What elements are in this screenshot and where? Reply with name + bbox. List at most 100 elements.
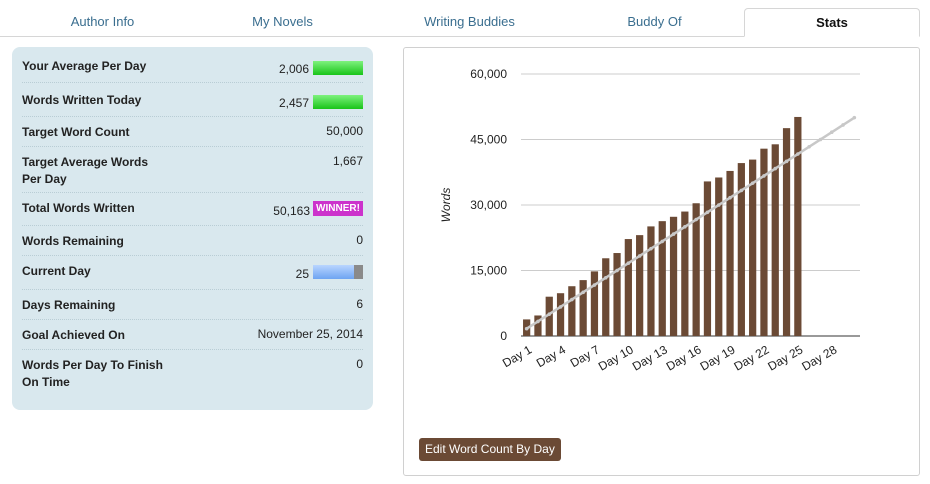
chart-bar	[602, 258, 610, 336]
target-point	[570, 297, 574, 302]
chart-panel: 0 15,000 30,000 45,000 60,000 Day 1 Day 4 Day 7…	[403, 47, 920, 476]
chart-bar	[692, 203, 700, 336]
stat-label: Total Words Written	[22, 201, 135, 215]
x-tick-label: Day 10	[596, 342, 636, 373]
stats-panel: Your Average Per Day 2,006 Words Written…	[12, 47, 373, 410]
current-day-progress-bar	[313, 265, 363, 279]
word-count-chart: 0 15,000 30,000 45,000 60,000 Day 1 Day 4 Day 7…	[439, 67, 860, 374]
stat-row-average: Your Average Per Day 2,006	[22, 49, 363, 83]
chart-bar	[669, 216, 678, 336]
chart-bar	[658, 221, 666, 336]
stat-label: Your Average Per Day	[22, 59, 147, 73]
chart-bar	[737, 163, 745, 336]
chart-bar	[534, 315, 542, 336]
target-point	[671, 232, 676, 236]
stat-row-goal-achieved: Goal Achieved On November 25, 2014	[22, 320, 363, 350]
stat-row-remaining: Words Remaining 0	[22, 226, 363, 256]
chart-bar	[726, 170, 734, 336]
target-point	[524, 326, 529, 331]
y-tick-label: 45,000	[470, 133, 507, 147]
target-point	[536, 319, 540, 324]
today-progress-bar	[313, 95, 363, 109]
target-point	[841, 123, 845, 127]
target-point	[592, 283, 597, 287]
chart-bar	[545, 296, 553, 336]
stat-label: Target Word Count	[22, 125, 130, 139]
target-point	[603, 275, 608, 280]
chart-bar	[624, 239, 632, 336]
x-tick-label: Day 13	[630, 342, 670, 373]
tab-buddy-of[interactable]: Buddy Of	[627, 14, 682, 29]
stat-value: 1,667	[332, 154, 363, 168]
winner-badge: WINNER!	[313, 201, 363, 216]
chart-bar	[794, 116, 802, 337]
chart-bar	[590, 271, 599, 336]
chart-bar	[647, 226, 655, 336]
x-tick-label: Day 7	[568, 342, 602, 370]
tab-bar: Author Info My Novels Writing Buddies Bu…	[0, 0, 930, 37]
stat-row-days-remaining: Days Remaining 6	[22, 290, 363, 320]
x-tick-label: Day 4	[534, 342, 568, 370]
stat-row-target-avg: Target Average Words Per Day 1,667	[22, 147, 363, 193]
target-point	[683, 225, 687, 229]
target-point	[716, 203, 721, 207]
chart-bar	[703, 181, 712, 336]
target-point	[581, 290, 585, 295]
stat-value: 2,457	[278, 96, 309, 110]
average-progress-bar	[313, 61, 363, 75]
stat-value: 0	[356, 357, 363, 371]
target-point	[773, 166, 778, 171]
stat-label: Words Written Today	[22, 93, 142, 107]
tab-my-novels[interactable]: My Novels	[252, 14, 313, 29]
chart-bar	[749, 159, 757, 336]
target-point	[694, 217, 698, 222]
stat-value: 50,000	[326, 124, 363, 138]
chart-bar	[579, 280, 587, 336]
chart-bar	[715, 177, 723, 336]
chart-bar	[568, 286, 576, 336]
chart-bar	[771, 144, 779, 336]
tab-stats[interactable]: Stats	[744, 8, 920, 37]
x-tick-label: Day 19	[698, 342, 738, 373]
tab-divider	[0, 36, 920, 37]
target-point	[728, 195, 732, 200]
stat-value: 2,006	[278, 62, 309, 76]
stat-row-today: Words Written Today 2,457	[22, 83, 363, 117]
stat-value: 25	[295, 267, 309, 281]
y-tick-label: 0	[500, 329, 507, 343]
stat-row-total: Total Words Written 50,163 WINNER!	[22, 193, 363, 226]
tab-writing-buddies[interactable]: Writing Buddies	[424, 14, 515, 29]
chart-bar	[636, 235, 644, 336]
x-tick-label: Day 1	[500, 342, 534, 370]
target-point	[705, 210, 710, 215]
target-point	[739, 188, 744, 193]
chart-bar	[681, 211, 689, 336]
target-point	[547, 312, 552, 316]
stat-value: November 25, 2014	[257, 327, 363, 341]
x-tick-label: Day 22	[732, 342, 772, 373]
chart-bar	[556, 293, 565, 336]
y-axis-label: Words	[439, 188, 453, 223]
target-point	[615, 268, 619, 273]
target-point	[796, 152, 800, 156]
edit-word-count-button[interactable]: Edit Word Count By Day	[419, 438, 561, 461]
target-point	[784, 159, 789, 164]
tab-author-info[interactable]: Author Info	[70, 14, 135, 29]
y-tick-label: 15,000	[470, 264, 507, 278]
target-point	[626, 261, 631, 266]
target-point	[762, 174, 766, 178]
x-tick-label: Day 25	[765, 342, 805, 373]
target-point	[649, 246, 653, 251]
y-tick-label: 60,000	[470, 67, 507, 81]
stat-row-current-day: Current Day 25	[22, 256, 363, 290]
chart-bar	[760, 148, 768, 336]
stat-label: Target Average Words Per Day	[22, 155, 149, 186]
target-point	[818, 137, 823, 142]
x-tick-label: Day 16	[664, 342, 704, 373]
y-tick-label: 30,000	[470, 198, 507, 212]
stat-value: 50,163	[273, 204, 310, 218]
target-point	[750, 181, 755, 185]
stat-row-per-day-finish: Words Per Day To Finish On Time 0	[22, 350, 363, 396]
target-point	[637, 254, 642, 258]
x-tick-label: Day 28	[799, 342, 839, 373]
